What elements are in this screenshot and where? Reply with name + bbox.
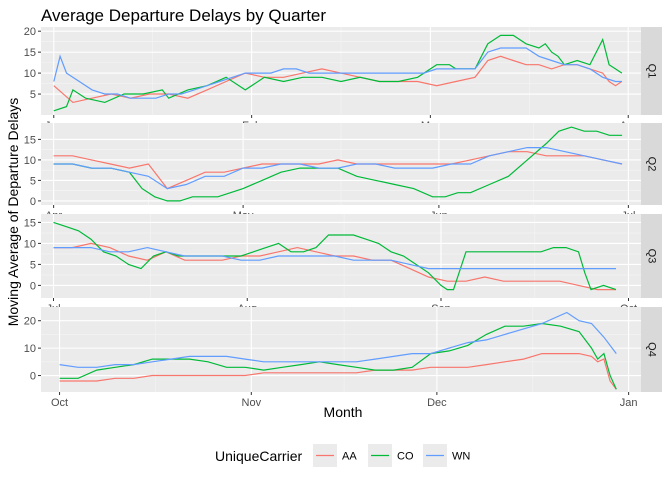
facet-strip [641, 214, 662, 298]
legend-item-wn: WN [423, 444, 470, 467]
series-line-co [53, 34, 623, 112]
y-tick-label: 0 [30, 196, 36, 208]
facet-q2: 051015AprMayJunJulQ2 [24, 123, 662, 222]
facet-strip [641, 307, 662, 392]
legend-label: WN [452, 451, 470, 463]
series-line-aa [59, 353, 617, 390]
legend-label: CO [397, 451, 414, 463]
series-line-wn [59, 311, 617, 368]
legend-item-co: CO [368, 444, 414, 467]
legend-label: AA [342, 451, 357, 463]
y-tick-label: 10 [24, 238, 36, 250]
y-tick-label: 20 [24, 316, 36, 328]
y-tick-label: 0 [30, 280, 36, 292]
legend: UniqueCarrier AA CO WN [215, 444, 470, 467]
series-line-wn [53, 47, 622, 99]
y-tick-label: 15 [24, 217, 36, 229]
facet-q4: 0 10 20 Oct Nov Dec Jan Q4 [24, 307, 662, 409]
legend-item-aa: AA [313, 444, 357, 467]
facet-strip [641, 123, 662, 205]
x-axis-label: Month [324, 404, 363, 420]
y-tick-label: 20 [24, 26, 36, 38]
y-tick-label: 5 [30, 89, 36, 101]
y-tick-label: 10 [24, 343, 36, 355]
x-tick-label: Jan [620, 397, 638, 409]
y-tick-label: 10 [24, 68, 36, 80]
series-line-wn [53, 246, 616, 270]
series-line-wn [53, 147, 623, 190]
series-line-co [53, 221, 617, 291]
facet-q1: 5101520JanFebMarAprQ1 [24, 26, 662, 132]
y-tick-label: 5 [30, 259, 36, 271]
series-line-aa [53, 151, 623, 190]
y-tick-label: 15 [24, 134, 36, 146]
x-tick-label: Dec [427, 397, 447, 409]
x-tick-label: Nov [242, 397, 262, 409]
facet-strip [641, 27, 662, 115]
y-axis-label: Moving Average of Departure Delays [5, 98, 21, 327]
x-tick-label: Oct [51, 397, 68, 409]
facet-q3: 051015JulAugSepOctQ3 [24, 214, 662, 315]
y-tick-label: 0 [30, 371, 36, 383]
facet-strip-label: Q1 [646, 64, 658, 79]
chart-title: Average Departure Delays by Quarter [41, 6, 326, 25]
y-tick-label: 15 [24, 47, 36, 59]
facet-panels: 5101520JanFebMarAprQ1051015AprMayJunJulQ… [24, 26, 662, 409]
y-tick-label: 10 [24, 155, 36, 167]
legend-title: UniqueCarrier [215, 448, 302, 464]
series-line-co [59, 322, 617, 390]
facet-strip-label: Q3 [646, 249, 658, 264]
y-tick-label: 5 [30, 175, 36, 187]
facet-strip-label: Q4 [646, 342, 658, 357]
facet-strip-label: Q2 [646, 157, 658, 172]
